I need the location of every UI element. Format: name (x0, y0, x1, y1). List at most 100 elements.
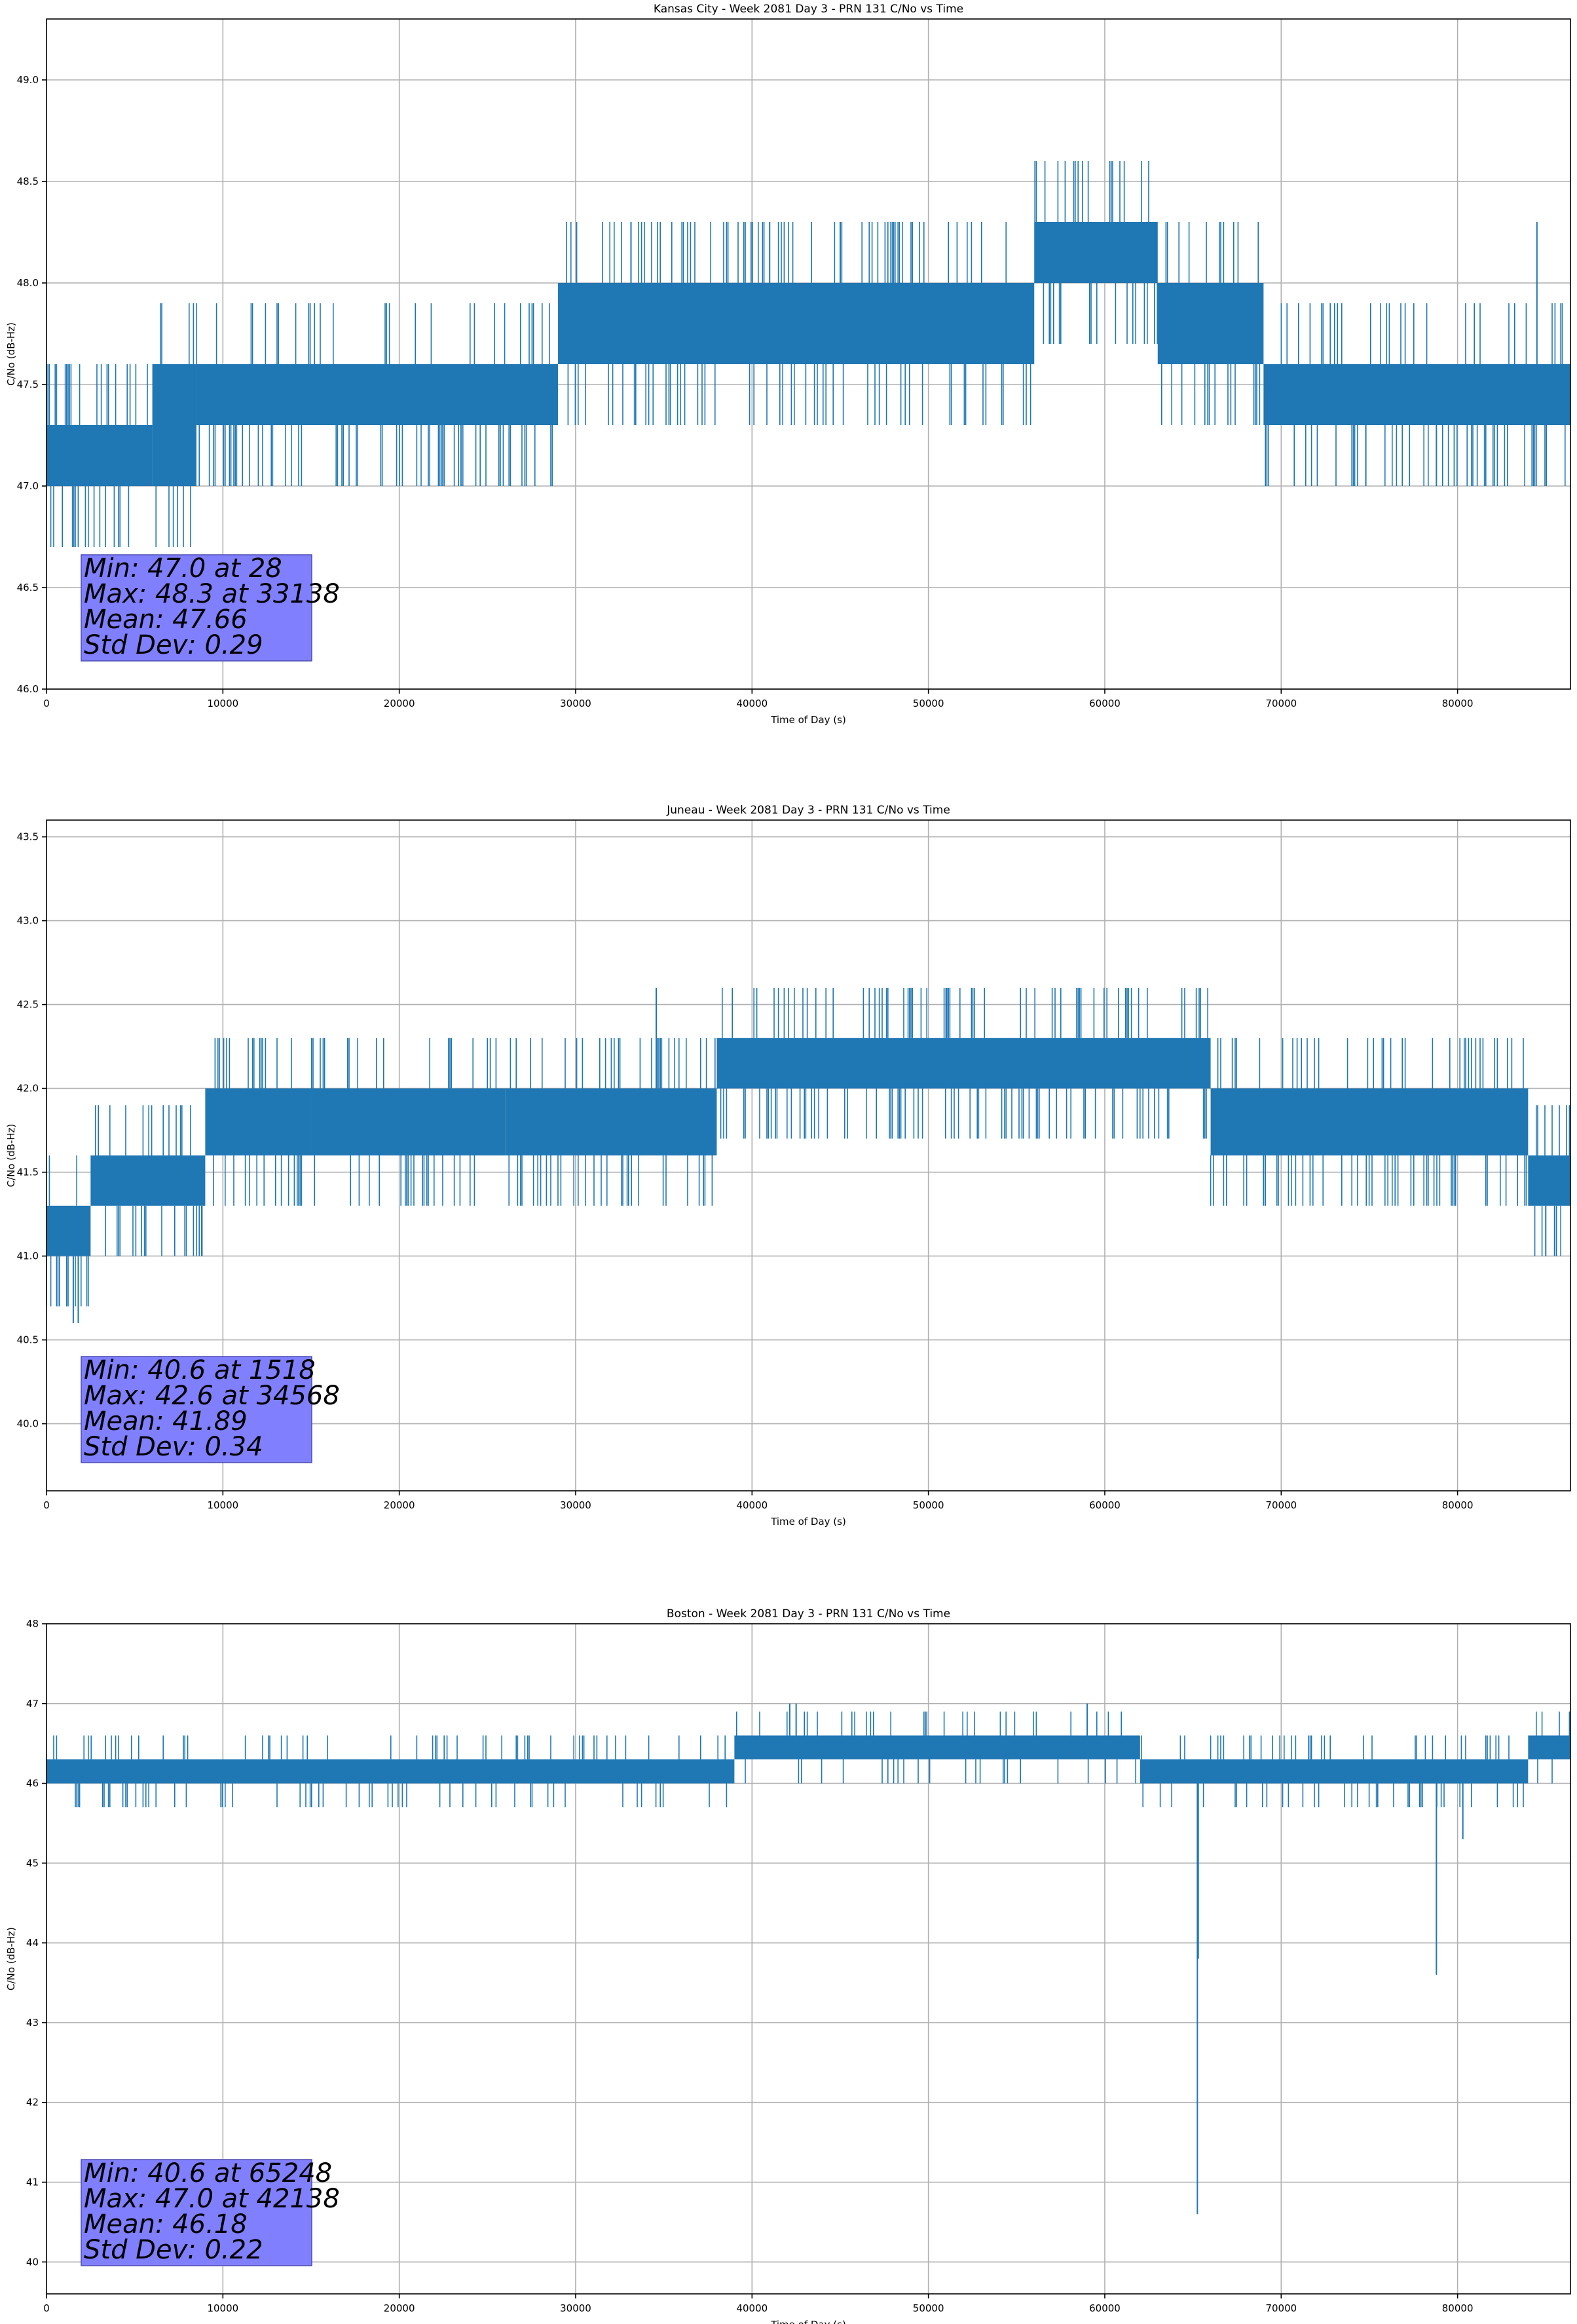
stats-text: Max: 42.6 at 34568 (84, 1381, 340, 1411)
y-tick-label: 43.5 (17, 831, 39, 843)
data-band (205, 1088, 311, 1155)
y-tick-label: 49.0 (17, 74, 39, 86)
stats-text: Max: 47.0 at 42138 (84, 2184, 340, 2214)
y-tick-label: 48 (26, 1618, 39, 1630)
x-tick-label: 80000 (1442, 1499, 1474, 1511)
y-tick-label: 47.0 (17, 480, 39, 492)
y-tick-label: 46.0 (17, 683, 39, 695)
y-tick-label: 43 (26, 2017, 39, 2029)
data-band (734, 1735, 1140, 1760)
x-tick-label: 80000 (1442, 698, 1474, 709)
y-tick-label: 48.5 (17, 176, 39, 187)
stats-text: Min: 40.6 at 1518 (84, 1355, 316, 1385)
chart-title: Kansas City - Week 2081 Day 3 - PRN 131 … (654, 3, 963, 16)
data-noise (46, 988, 1570, 1307)
data-band (46, 425, 153, 486)
stats-text: Std Dev: 0.29 (84, 630, 263, 660)
data-band (1034, 222, 1158, 283)
x-tick-label: 30000 (560, 1499, 591, 1511)
x-tick-label: 50000 (913, 698, 944, 709)
stats-box-background (81, 554, 312, 662)
data-band (558, 283, 1035, 364)
y-tick-label: 42.0 (17, 1083, 39, 1095)
x-tick-label: 30000 (560, 698, 591, 709)
x-tick-label: 60000 (1089, 1499, 1121, 1511)
y-tick-label: 45 (26, 1857, 39, 1869)
series-line (46, 1703, 1570, 2215)
x-tick-label: 70000 (1265, 698, 1297, 709)
y-axis-label: C/No (dB-Hz) (5, 1927, 17, 1991)
chart-title: Boston - Week 2081 Day 3 - PRN 131 C/No … (667, 1607, 950, 1621)
stats-text: Std Dev: 0.34 (84, 1432, 263, 1462)
data-noise (46, 161, 1566, 547)
stats-box-background (81, 2159, 312, 2266)
data-band (716, 1038, 1211, 1089)
chart-panel-2: 0 10000 20000 30000 40000 50000 60000 70000 8000… (5, 804, 1571, 1527)
stats-text: Mean: 41.89 (84, 1406, 248, 1436)
x-tick-label: 20000 (384, 1499, 415, 1511)
x-tick-label: 40000 (736, 1499, 768, 1511)
y-tick-label: 44 (26, 1937, 39, 1949)
data-band (310, 1088, 506, 1155)
y-tick-label: 46.5 (17, 582, 39, 593)
data-band (46, 1759, 735, 1784)
stats-text: Max: 48.3 at 33138 (84, 579, 340, 609)
x-axis-label: Time of Day (s) (770, 714, 846, 726)
chart-panel-1: 0 10000 20000 30000 40000 50000 60000 70000 8000… (5, 3, 1571, 726)
y-tick-label: 42.5 (17, 999, 39, 1011)
x-tick-label: 50000 (913, 2302, 944, 2314)
x-tick-label: 60000 (1089, 2302, 1121, 2314)
x-tick-label: 70000 (1265, 2302, 1297, 2314)
y-tick-label: 41.5 (17, 1167, 39, 1178)
data-band (1210, 1088, 1529, 1155)
stats-text: Mean: 46.18 (84, 2209, 248, 2240)
y-tick-label: 40 (26, 2256, 39, 2268)
x-tick-label: 60000 (1089, 698, 1121, 709)
x-tick-label: 80000 (1442, 2302, 1474, 2314)
y-tick-label: 47.5 (17, 379, 39, 390)
x-tick-label: 10000 (207, 2302, 238, 2314)
data-band (1157, 283, 1264, 364)
y-tick-label: 40.5 (17, 1334, 39, 1346)
data-band (46, 1205, 91, 1256)
y-tick-label: 47 (26, 1698, 39, 1710)
x-tick-label: 20000 (384, 2302, 415, 2314)
x-tick-label: 30000 (560, 2302, 591, 2314)
stats-text: Min: 40.6 at 65248 (84, 2158, 332, 2188)
axes-frame (46, 18, 1571, 690)
data-band (1140, 1759, 1529, 1784)
stats-text: Std Dev: 0.22 (84, 2235, 263, 2265)
stats-box-background (81, 1356, 312, 1463)
data-band (90, 1155, 206, 1206)
y-tick-label: 41.0 (17, 1250, 39, 1262)
data-band (505, 1088, 717, 1155)
data-band (1528, 1735, 1570, 1760)
x-tick-label: 10000 (207, 698, 238, 709)
axes-frame (46, 819, 1571, 1491)
x-tick-label: 0 (43, 1499, 50, 1511)
x-tick-label: 50000 (913, 1499, 944, 1511)
data-band (196, 364, 559, 425)
x-axis-label: Time of Day (s) (770, 2319, 846, 2324)
x-tick-label: 40000 (736, 2302, 768, 2314)
data-band (1263, 364, 1570, 425)
x-tick-label: 20000 (384, 698, 415, 709)
y-tick-label: 46 (26, 1778, 39, 1790)
y-axis-label: C/No (dB-Hz) (5, 1124, 17, 1188)
stats-text: Min: 47.0 at 28 (84, 553, 282, 584)
x-tick-label: 70000 (1265, 1499, 1297, 1511)
chart-title: Juneau - Week 2081 Day 3 - PRN 131 C/No … (666, 804, 950, 817)
data-band (152, 364, 196, 486)
axes-frame (46, 1623, 1571, 2295)
y-tick-label: 43.0 (17, 915, 39, 927)
chart-panel-3: 0 10000 20000 30000 40000 50000 60000 70000 8000… (5, 1607, 1571, 2324)
x-tick-label: 40000 (736, 698, 768, 709)
y-tick-label: 41 (26, 2177, 39, 2188)
x-tick-label: 0 (43, 698, 50, 709)
x-tick-label: 0 (43, 2302, 50, 2314)
y-tick-label: 48.0 (17, 277, 39, 289)
y-tick-label: 42 (26, 2097, 39, 2108)
